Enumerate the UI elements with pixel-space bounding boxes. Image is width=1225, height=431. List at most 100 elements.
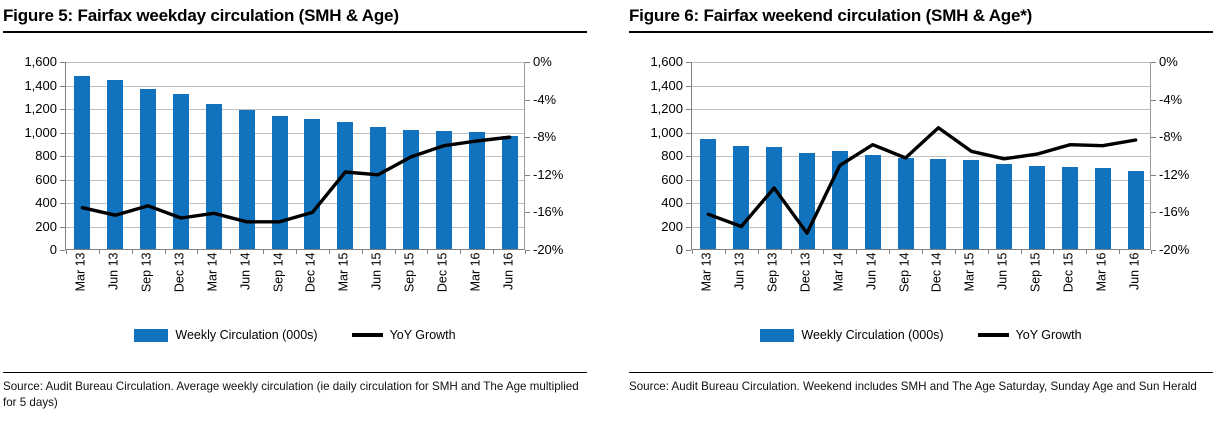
y2-axis-tick-label: -4%: [1159, 92, 1183, 107]
y-axis-tick: [686, 180, 691, 181]
x-axis-label: Jun 14: [238, 252, 253, 291]
circulation-bar: [435, 130, 452, 249]
x-axis-tick: [362, 250, 363, 254]
x-axis-tick: [1151, 250, 1152, 254]
circulation-bar: [766, 147, 783, 249]
y-axis-tick-label: 1,200: [650, 101, 683, 116]
x-axis-label: Dec 15: [435, 252, 450, 293]
x-axis-label: Mar 16: [1094, 252, 1109, 292]
y-axis-tick: [60, 180, 65, 181]
x-axis-tick: [230, 250, 231, 254]
report-figures-row: Figure 5: Fairfax weekday circulation (S…: [3, 5, 1213, 410]
y-axis-tick: [60, 86, 65, 87]
figure-5-chart: 1,600 1,400 1,200 1,000 800 600 400 200 0 0% -4% -…: [3, 54, 587, 257]
circulation-bar: [864, 155, 881, 249]
x-axis-label: Sep 15: [1028, 252, 1043, 293]
y-axis-tick-label: 1,200: [24, 101, 57, 116]
figure-5-title: Figure 5: Fairfax weekday circulation (S…: [3, 5, 587, 33]
right-axis-labels: 0% -4% -8% -12% -16% -20%: [525, 54, 585, 257]
y-axis-tick-label: 600: [35, 172, 57, 187]
chart-legend: Weekly Circulation (000s) YoY Growth: [3, 326, 587, 344]
y-axis-tick: [686, 250, 691, 251]
x-axis-tick: [296, 250, 297, 254]
y-axis-tick: [686, 133, 691, 134]
y2-axis-tick: [525, 250, 530, 251]
y-axis-tick-label: 400: [661, 195, 683, 210]
x-axis-tick: [823, 250, 824, 254]
x-axis-label: Mar 15: [962, 252, 977, 292]
grid-line: [66, 156, 524, 157]
legend-label: Weekly Circulation (000s): [175, 328, 318, 342]
legend-item-circulation: Weekly Circulation (000s): [134, 328, 318, 342]
y2-axis-tick-label: 0%: [533, 54, 552, 69]
circulation-bar: [370, 127, 387, 249]
chart-legend: Weekly Circulation (000s) YoY Growth: [629, 326, 1213, 344]
x-axis-label: Dec 13: [172, 252, 187, 293]
y-axis-tick-label: 600: [661, 172, 683, 187]
x-axis-label: Dec 13: [798, 252, 813, 293]
x-axis-tick: [758, 250, 759, 254]
y2-axis-tick-label: -8%: [533, 129, 557, 144]
circulation-bar: [74, 76, 91, 249]
y2-axis-tick-label: -20%: [1159, 242, 1190, 257]
x-axis-label: Mar 14: [831, 252, 846, 292]
y2-axis-tick-label: -16%: [1159, 204, 1190, 219]
grid-line: [66, 227, 524, 228]
circulation-bar: [1061, 167, 1078, 249]
right-axis-labels: 0% -4% -8% -12% -16% -20%: [1151, 54, 1211, 257]
y-axis-tick: [60, 250, 65, 251]
y-axis-tick-label: 1,600: [650, 54, 683, 69]
x-axis-tick: [1119, 250, 1120, 254]
grid-line: [66, 133, 524, 134]
x-axis-label: Mar 13: [699, 252, 714, 292]
grid-line: [66, 86, 524, 87]
x-axis-tick: [1053, 250, 1054, 254]
x-axis-label: Sep 13: [765, 252, 780, 293]
y-axis-tick-label: 1,600: [24, 54, 57, 69]
x-axis-tick: [791, 250, 792, 254]
grid-line: [692, 133, 1150, 134]
x-axis-tick: [460, 250, 461, 254]
x-axis-tick: [132, 250, 133, 254]
y2-axis-tick: [1151, 212, 1156, 213]
y-axis-tick-label: 200: [35, 219, 57, 234]
x-axis-tick: [395, 250, 396, 254]
y2-axis-tick: [525, 100, 530, 101]
circulation-bar: [930, 158, 947, 249]
y2-axis-tick-label: -20%: [533, 242, 564, 257]
y-axis-tick-label: 800: [35, 148, 57, 163]
circulation-bar: [468, 131, 485, 249]
y2-axis-tick-label: -12%: [533, 167, 564, 182]
x-axis-tick: [165, 250, 166, 254]
circulation-bar: [107, 80, 124, 249]
y2-axis-tick: [525, 137, 530, 138]
y-axis-tick: [60, 227, 65, 228]
y-axis-tick-label: 0: [675, 242, 683, 257]
legend-label: Weekly Circulation (000s): [801, 328, 944, 342]
x-axis-label: Dec 14: [929, 252, 944, 293]
y2-axis-tick: [1151, 62, 1156, 63]
x-axis-label: Jun 15: [369, 252, 384, 291]
x-axis-tick: [955, 250, 956, 254]
x-axis-label: Mar 14: [205, 252, 220, 292]
x-axis-label: Mar 13: [73, 252, 88, 292]
legend-label: YoY Growth: [1015, 328, 1082, 342]
y-axis-tick: [686, 227, 691, 228]
circulation-bar: [337, 121, 354, 249]
y-axis-tick: [686, 86, 691, 87]
left-axis-labels: 1,600 1,400 1,200 1,000 800 600 400 200 0: [3, 54, 65, 257]
x-axis-tick: [1021, 250, 1022, 254]
figure-6-title: Figure 6: Fairfax weekend circulation (S…: [629, 5, 1213, 33]
line-swatch-icon: [977, 333, 1009, 337]
y-axis-tick: [686, 156, 691, 157]
grid-line: [66, 62, 524, 63]
y2-axis-tick-label: -4%: [533, 92, 557, 107]
grid-line: [692, 109, 1150, 110]
y-axis-tick: [60, 133, 65, 134]
x-axis-tick: [197, 250, 198, 254]
y-axis-tick-label: 800: [661, 148, 683, 163]
y2-axis-tick: [1151, 250, 1156, 251]
grid-line: [692, 180, 1150, 181]
figure-5-source-note: Source: Audit Bureau Circulation. Averag…: [3, 372, 587, 410]
circulation-bar: [897, 157, 914, 249]
